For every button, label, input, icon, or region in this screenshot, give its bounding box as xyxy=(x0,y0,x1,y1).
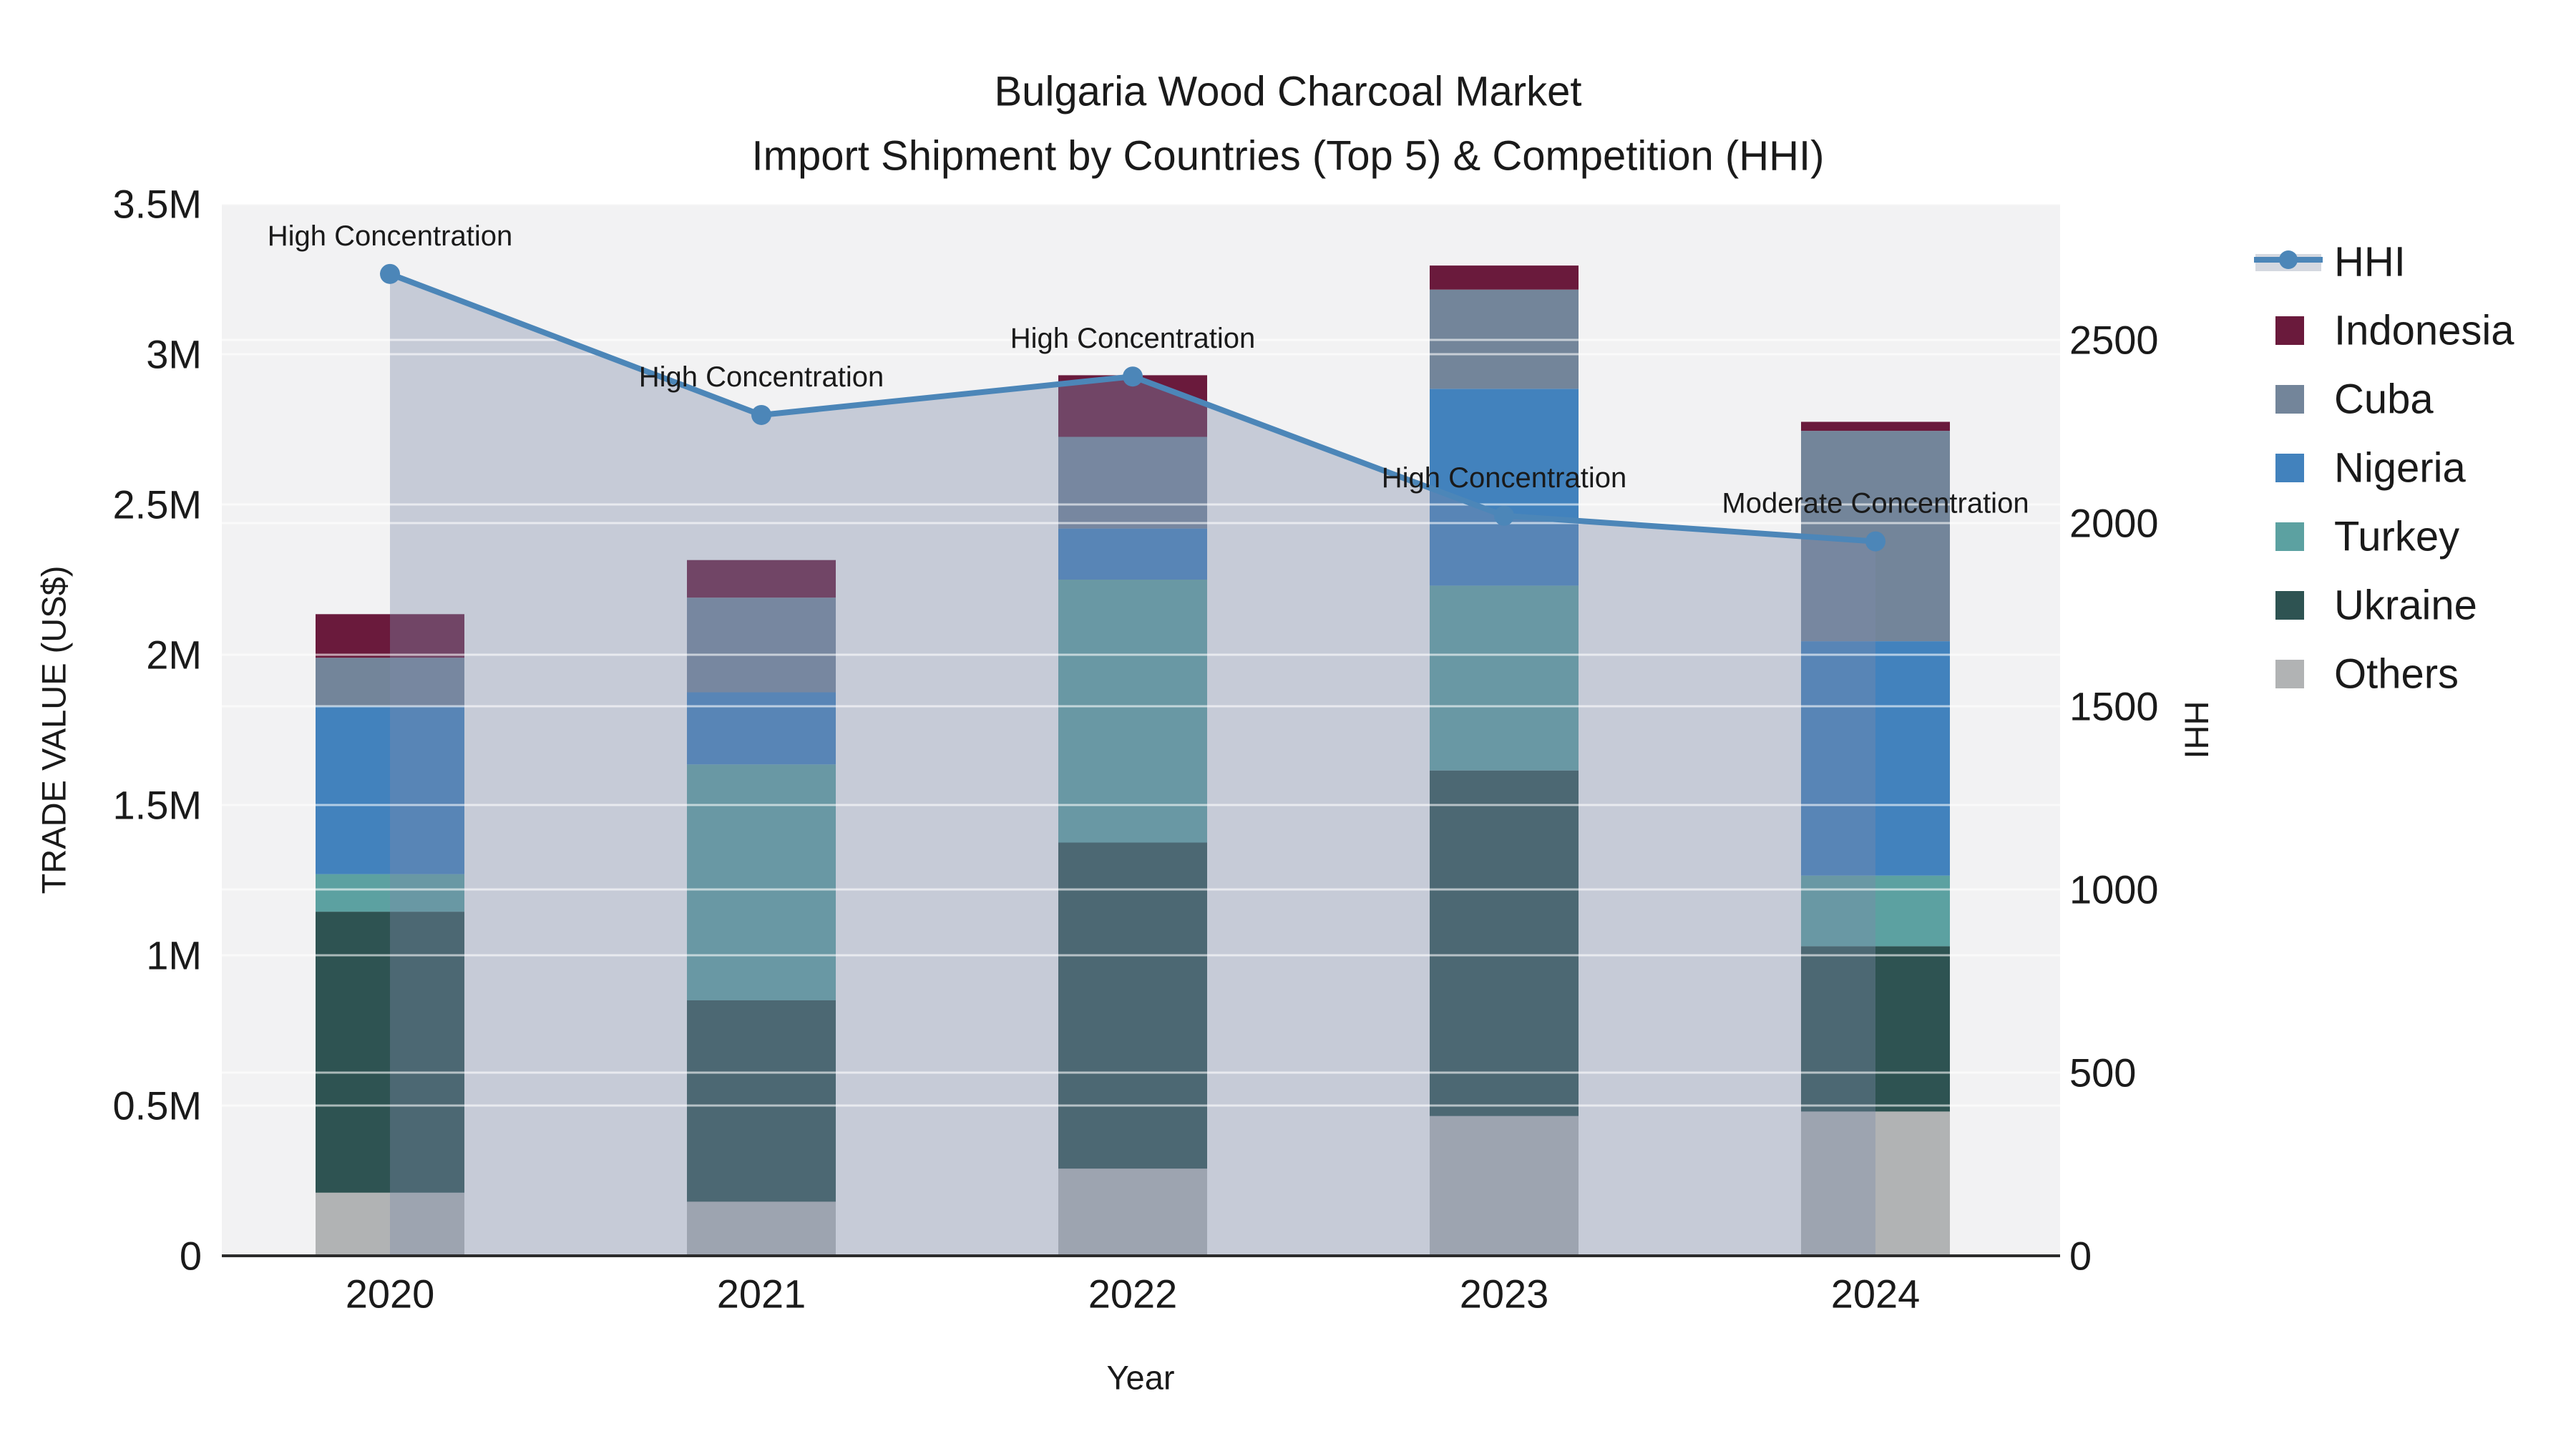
chart-title-line2: Import Shipment by Countries (Top 5) & C… xyxy=(752,133,1825,180)
bar-segment-ukraine-2020 xyxy=(316,912,464,1193)
legend-label-others: Others xyxy=(2334,651,2459,698)
legend-item-turkey: Turkey xyxy=(2275,514,2459,560)
bar-segment-nigeria-2020 xyxy=(316,706,464,874)
annotation-2023: High Concentration xyxy=(1382,462,1626,494)
bar-2020 xyxy=(316,614,464,1256)
chart-title-line1: Bulgaria Wood Charcoal Market xyxy=(995,69,1582,115)
y-left-tick-3M: 3M xyxy=(146,332,202,377)
bar-segment-ukraine-2021 xyxy=(687,1000,836,1202)
gridlines xyxy=(222,203,2060,1107)
y-right-tick-0: 0 xyxy=(2069,1234,2092,1279)
bar-segment-others-2023 xyxy=(1430,1116,1579,1256)
y-right-tick-500: 500 xyxy=(2069,1050,2136,1096)
bar-segment-nigeria-2021 xyxy=(687,692,836,765)
hhi-point-2024 xyxy=(1865,531,1885,552)
bar-segment-others-2020 xyxy=(316,1192,464,1256)
bar-segment-ukraine-2023 xyxy=(1430,770,1579,1116)
annotation-2021: High Concentration xyxy=(639,361,884,393)
legend-label-nigeria: Nigeria xyxy=(2334,445,2466,492)
legend-label-turkey: Turkey xyxy=(2334,514,2459,560)
bar-2022 xyxy=(1058,375,1207,1256)
annotation-2024: Moderate Concentration xyxy=(1722,488,2029,519)
legend-label-hhi: HHI xyxy=(2334,239,2406,286)
legend-label-indonesia: Indonesia xyxy=(2334,308,2514,354)
bar-segment-others-2021 xyxy=(687,1201,836,1256)
legend-item-indonesia: Indonesia xyxy=(2275,308,2514,354)
hhi-point-2020 xyxy=(380,263,400,284)
bar-2023 xyxy=(1430,265,1579,1256)
legend-swatch-indonesia xyxy=(2275,316,2304,345)
bars-group xyxy=(316,265,1950,1256)
y-left-tick-1M: 1M xyxy=(146,933,202,978)
bar-segment-indonesia-2024 xyxy=(1801,421,1950,431)
legend-swatch-cuba xyxy=(2275,385,2304,414)
legend-swatch-nigeria xyxy=(2275,454,2304,482)
annotation-2022: High Concentration xyxy=(1010,323,1255,354)
y-left-tick-0: 0 xyxy=(180,1234,202,1279)
hhi-point-2021 xyxy=(751,404,771,425)
y-right-tick-1500: 1500 xyxy=(2069,684,2159,729)
y-left-axis-title: TRADE VALUE (US$) xyxy=(35,566,73,894)
bar-segment-cuba-2021 xyxy=(687,597,836,693)
hhi-point-2022 xyxy=(1123,366,1143,387)
bar-segment-turkey-2020 xyxy=(316,874,464,912)
bar-segment-others-2022 xyxy=(1058,1169,1207,1256)
bar-segment-turkey-2024 xyxy=(1801,875,1950,947)
x-tick-2022: 2022 xyxy=(1088,1272,1178,1317)
legend-label-cuba: Cuba xyxy=(2334,376,2434,423)
legend-item-ukraine: Ukraine xyxy=(2275,582,2477,629)
legend-swatch-turkey xyxy=(2275,522,2304,551)
bar-segment-ukraine-2024 xyxy=(1801,946,1950,1112)
bar-segment-cuba-2020 xyxy=(316,658,464,706)
y-right-axis-title: HHI xyxy=(2178,701,2216,759)
bar-segment-nigeria-2024 xyxy=(1801,641,1950,876)
y-left-tick-3.5M: 3.5M xyxy=(113,182,203,227)
legend-swatch-others xyxy=(2275,660,2304,688)
legend-hhi-marker-icon xyxy=(2279,250,2298,269)
bar-segment-nigeria-2022 xyxy=(1058,528,1207,580)
y-left-tick-2M: 2M xyxy=(146,633,202,678)
hhi-point-2023 xyxy=(1494,505,1514,526)
bar-segment-indonesia-2023 xyxy=(1430,265,1579,290)
legend: HHI Indonesia Cuba Nigeria Turkey Ukraine Othe… xyxy=(2254,239,2514,698)
bar-segment-others-2024 xyxy=(1801,1111,1950,1256)
y-right-tick-2000: 2000 xyxy=(2069,501,2159,546)
legend-item-hhi: HHI xyxy=(2254,239,2406,286)
bar-2021 xyxy=(687,560,836,1256)
x-tick-2021: 2021 xyxy=(717,1272,806,1317)
x-tick-2024: 2024 xyxy=(1831,1272,1921,1317)
legend-item-cuba: Cuba xyxy=(2275,376,2434,423)
bar-segment-cuba-2022 xyxy=(1058,436,1207,529)
legend-item-nigeria: Nigeria xyxy=(2275,445,2466,492)
x-axis-title: Year xyxy=(1107,1359,1175,1397)
y-left-tick-2.5M: 2.5M xyxy=(113,482,203,527)
bar-segment-nigeria-2023 xyxy=(1430,389,1579,586)
x-tick-2023: 2023 xyxy=(1460,1272,1549,1317)
bar-segment-indonesia-2021 xyxy=(687,560,836,598)
bar-segment-ukraine-2022 xyxy=(1058,842,1207,1169)
bar-segment-indonesia-2020 xyxy=(316,614,464,658)
y-left-tick-1.5M: 1.5M xyxy=(113,783,203,828)
y-right-tick-1000: 1000 xyxy=(2069,867,2159,912)
y-left-tick-0.5M: 0.5M xyxy=(113,1083,203,1128)
bar-segment-turkey-2023 xyxy=(1430,585,1579,771)
legend-label-ukraine: Ukraine xyxy=(2334,582,2477,629)
legend-item-others: Others xyxy=(2275,651,2459,698)
y-right-tick-2500: 2500 xyxy=(2069,318,2159,363)
x-tick-2020: 2020 xyxy=(346,1272,435,1317)
bar-segment-turkey-2022 xyxy=(1058,580,1207,843)
bar-segment-turkey-2021 xyxy=(687,764,836,1000)
legend-swatch-ukraine xyxy=(2275,591,2304,620)
annotation-2020: High Concentration xyxy=(268,220,512,252)
